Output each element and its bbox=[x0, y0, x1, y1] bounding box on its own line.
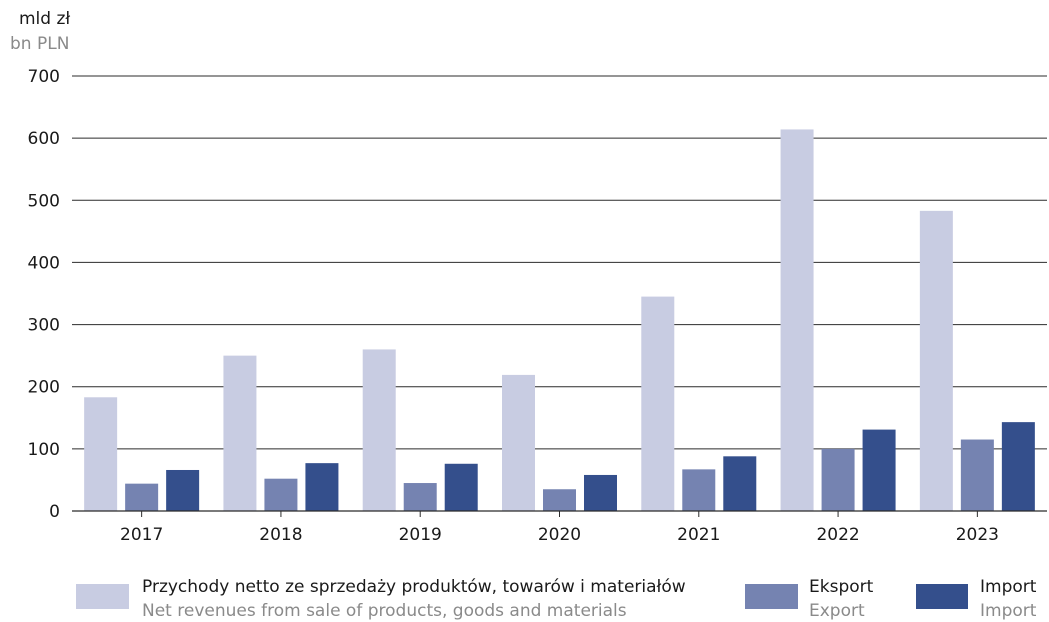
bar-2022-series-3 bbox=[862, 429, 896, 511]
bar-2020-series-2 bbox=[543, 489, 576, 511]
bars bbox=[84, 129, 1035, 511]
bar-chart: 0 100 200 300 400 500 600 700 2017 2018 2019 2020 20… bbox=[28, 67, 1047, 545]
axes: 0 100 200 300 400 500 600 700 2017 2018 2019 2020 20… bbox=[28, 67, 1047, 545]
gridlines bbox=[72, 75, 1047, 450]
y-axis-unit-label-english: bn PLN bbox=[10, 34, 70, 54]
bar-2017-series-3 bbox=[166, 469, 200, 511]
x-tick-label: 2019 bbox=[399, 525, 442, 545]
bar-2023-series-3 bbox=[1001, 422, 1035, 511]
y-tick-label: 200 bbox=[28, 378, 60, 398]
bar-2021-series-3 bbox=[723, 456, 757, 511]
legend-label-import: Import bbox=[980, 577, 1037, 597]
bar-2021-series-1 bbox=[641, 296, 675, 511]
legend-label-export: Eksport bbox=[809, 577, 874, 597]
bar-2018-series-1 bbox=[223, 355, 257, 511]
bar-2020-series-3 bbox=[584, 474, 617, 511]
bar-2023-series-1 bbox=[919, 210, 953, 511]
bar-2019-series-3 bbox=[444, 463, 478, 511]
y-tick-label: 400 bbox=[28, 253, 60, 273]
legend-label-export-english: Export bbox=[809, 601, 865, 621]
bar-2019-series-1 bbox=[362, 349, 396, 511]
bar-2021-series-2 bbox=[682, 469, 716, 511]
y-tick-label: 100 bbox=[28, 440, 60, 460]
y-axis-unit-label: mld zł bbox=[19, 9, 71, 29]
bar-2023-series-2 bbox=[960, 439, 994, 511]
x-tick-label: 2021 bbox=[677, 525, 720, 545]
legend-swatch-export bbox=[745, 584, 798, 609]
y-tick-label: 600 bbox=[28, 129, 60, 149]
x-tick-label: 2017 bbox=[120, 525, 163, 545]
legend-swatch-import bbox=[916, 584, 968, 609]
x-tick-label: 2018 bbox=[259, 525, 302, 545]
bar-2017-series-2 bbox=[125, 483, 159, 511]
legend-item-revenues: Przychody netto ze sprzedaży produktów, … bbox=[76, 577, 726, 621]
bar-2022-series-2 bbox=[821, 448, 855, 511]
x-tick-label: 2022 bbox=[816, 525, 859, 545]
legend-item-import: Import Import bbox=[916, 577, 1046, 621]
bar-2017-series-1 bbox=[84, 397, 118, 511]
legend-swatch-revenues bbox=[76, 584, 129, 609]
y-tick-label: 0 bbox=[49, 502, 60, 522]
x-tick-label: 2023 bbox=[956, 525, 999, 545]
bar-2019-series-2 bbox=[403, 483, 437, 511]
legend-label-revenues-english: Net revenues from sale of products, good… bbox=[142, 601, 627, 621]
bar-2022-series-1 bbox=[780, 129, 814, 511]
y-tick-label: 300 bbox=[28, 316, 60, 336]
bar-2018-series-3 bbox=[305, 463, 339, 511]
legend-label-import-english: Import bbox=[980, 601, 1037, 621]
bar-2020-series-1 bbox=[502, 374, 535, 511]
legend-item-export: Eksport Export bbox=[745, 577, 885, 621]
x-tick-label: 2020 bbox=[538, 525, 581, 545]
legend-label-revenues: Przychody netto ze sprzedaży produktów, … bbox=[142, 577, 686, 597]
y-tick-label: 700 bbox=[28, 67, 60, 87]
bar-2018-series-2 bbox=[264, 478, 298, 511]
y-tick-label: 500 bbox=[28, 191, 60, 211]
